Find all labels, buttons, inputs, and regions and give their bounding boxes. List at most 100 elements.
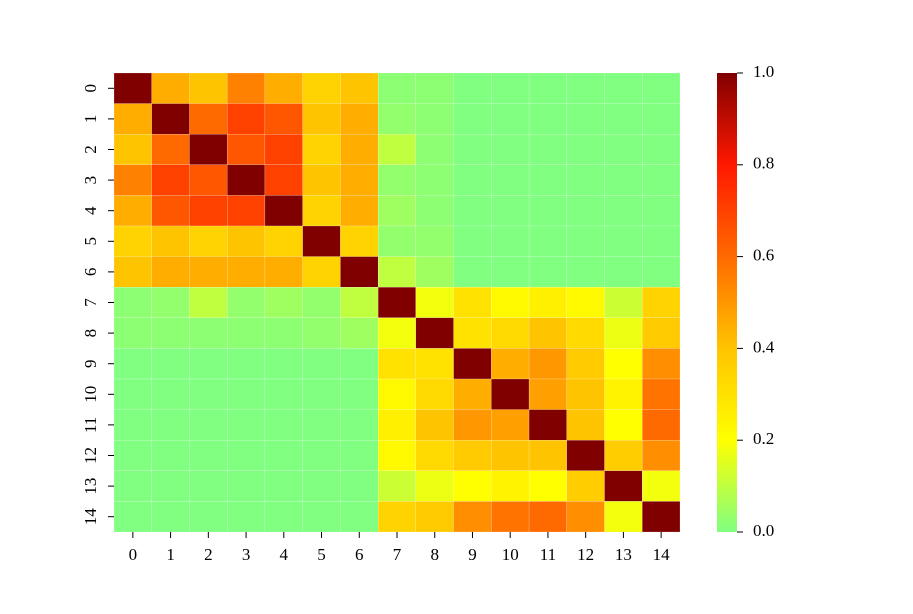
heatmap-cell (566, 470, 605, 502)
heatmap-cell (302, 164, 341, 196)
heatmap-cell (566, 256, 605, 288)
heatmap-cell (302, 378, 341, 410)
heatmap-cell (302, 72, 341, 104)
heatmap-cell (340, 317, 379, 349)
heatmap-cell (113, 225, 152, 257)
heatmap-cell (302, 256, 341, 288)
heatmap-cell (151, 72, 190, 104)
heatmap-cell (415, 409, 454, 441)
heatmap-cell (528, 256, 567, 288)
heatmap-cell (566, 317, 605, 349)
heatmap-cell (302, 195, 341, 227)
heatmap-cell (151, 225, 190, 257)
y-tick-label: 3 (81, 176, 100, 185)
heatmap-cell (113, 195, 152, 227)
heatmap-cell (491, 501, 530, 533)
heatmap-cell (453, 287, 492, 318)
heatmap-cell (151, 501, 190, 533)
y-tick-label: 12 (81, 447, 100, 464)
heatmap-cell (604, 409, 643, 441)
heatmap-cell (415, 501, 454, 533)
heatmap-cell (302, 409, 341, 441)
heatmap-cell (151, 317, 190, 349)
heatmap-cell (264, 317, 303, 349)
heatmap-cell (642, 72, 681, 104)
heatmap-cell (340, 470, 379, 502)
heatmap-cell (604, 72, 643, 104)
heatmap-cell (227, 195, 266, 227)
heatmap-cell (491, 195, 530, 227)
heatmap-cell (491, 134, 530, 165)
heatmap-cell (340, 440, 379, 471)
heatmap-cell (642, 164, 681, 196)
heatmap-cell (264, 409, 303, 441)
heatmap-cell (528, 225, 567, 257)
heatmap-cell (642, 195, 681, 227)
y-tick-label: 6 (81, 268, 100, 277)
heatmap-cell (227, 409, 266, 441)
colorbar-tick-label: 0.0 (753, 521, 774, 540)
heatmap-cell (528, 317, 567, 349)
heatmap-cell (453, 440, 492, 471)
heatmap-cell (453, 195, 492, 227)
heatmap-cell (491, 317, 530, 349)
heatmap-cell (151, 287, 190, 318)
x-tick-label: 8 (430, 545, 439, 564)
x-tick-label: 1 (166, 545, 175, 564)
x-tick-label: 4 (280, 545, 289, 564)
heatmap-cell (264, 470, 303, 502)
heatmap-cell (113, 409, 152, 441)
heatmap-cell (302, 501, 341, 533)
heatmap-cell (377, 164, 417, 196)
heatmap-cell (415, 256, 454, 288)
heatmap-cell (415, 164, 454, 196)
heatmap-cell (189, 103, 228, 135)
heatmap-cell (264, 103, 303, 135)
heatmap-cell (528, 470, 567, 502)
y-tick-label: 11 (81, 417, 100, 433)
heatmap-cell (189, 470, 228, 502)
heatmap-cell (340, 164, 379, 196)
x-tick-label: 3 (242, 545, 251, 564)
heatmap-cell (302, 225, 341, 257)
heatmap-cell (415, 287, 454, 318)
heatmap-cell (113, 348, 152, 380)
y-tick-label: 4 (81, 206, 100, 215)
heatmap-cell (264, 195, 303, 227)
heatmap-cell (227, 134, 266, 165)
heatmap-cell (528, 164, 567, 196)
heatmap-cell (377, 195, 417, 227)
heatmap-cell (113, 134, 152, 165)
heatmap-cell (566, 378, 605, 410)
heatmap-cell (151, 470, 190, 502)
heatmap-cell (491, 440, 530, 471)
heatmap-cell (377, 348, 417, 380)
heatmap-cell (264, 440, 303, 471)
heatmap-cell (453, 378, 492, 410)
heatmap-cell (189, 317, 228, 349)
heatmap-cell (415, 378, 454, 410)
heatmap-cell (528, 72, 567, 104)
heatmap-cell (642, 287, 681, 318)
heatmap-cell (151, 195, 190, 227)
heatmap-cell (377, 317, 417, 349)
heatmap-cell (604, 103, 643, 135)
heatmap-cell (377, 501, 417, 533)
heatmap-cell (113, 287, 152, 318)
x-tick-label: 11 (540, 545, 556, 564)
heatmap-cell (227, 287, 266, 318)
heatmap-cell (566, 440, 605, 471)
heatmap-cell (377, 470, 417, 502)
heatmap-cell (491, 409, 530, 441)
heatmap-cell (189, 378, 228, 410)
heatmap-cell (189, 348, 228, 380)
y-tick-label: 7 (81, 298, 100, 307)
heatmap-cell (264, 287, 303, 318)
heatmap-cell (377, 103, 417, 135)
heatmap-cell (604, 225, 643, 257)
heatmap-cell (264, 164, 303, 196)
colorbar-tick-label: 1.0 (753, 62, 774, 81)
heatmap-cell (453, 470, 492, 502)
heatmap-cell (453, 134, 492, 165)
x-tick-label: 5 (317, 545, 326, 564)
